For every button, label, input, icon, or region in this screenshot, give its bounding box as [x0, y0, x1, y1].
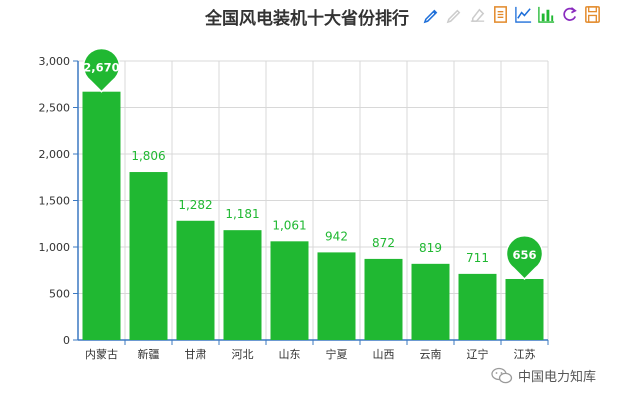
- data-label: 819: [419, 241, 442, 255]
- x-tick-label: 辽宁: [467, 347, 489, 361]
- chart-title: 全国风电装机十大省份排行: [205, 9, 409, 29]
- bar[interactable]: [82, 91, 121, 340]
- y-tick-label: 3,000: [39, 55, 71, 68]
- x-tick-label: 山西: [373, 348, 395, 361]
- bar-chart-icon[interactable]: [537, 5, 556, 24]
- x-tick-label: 山东: [279, 348, 301, 361]
- data-label: 942: [325, 229, 348, 243]
- mark-clear-icon[interactable]: [468, 5, 487, 24]
- bar[interactable]: [129, 172, 168, 340]
- y-tick-label: 2,500: [39, 102, 71, 115]
- min-marker[interactable]: [505, 234, 544, 281]
- y-tick-label: 1,000: [39, 241, 71, 254]
- x-tick-label: 甘肃: [185, 348, 207, 361]
- data-label: 711: [466, 251, 489, 265]
- watermark-text: 中国电力知库: [518, 370, 597, 385]
- data-label: 1,061: [272, 218, 306, 232]
- bar[interactable]: [317, 252, 356, 340]
- max-marker[interactable]: [82, 47, 121, 93]
- restore-icon[interactable]: [560, 5, 579, 24]
- bar[interactable]: [176, 220, 215, 340]
- data-label: 872: [372, 236, 395, 250]
- y-tick-label: 0: [63, 334, 70, 347]
- bar[interactable]: [411, 263, 450, 340]
- x-tick-label: 内蒙古: [85, 347, 118, 361]
- data-label: 1,806: [131, 149, 165, 163]
- bar[interactable]: [364, 258, 403, 340]
- y-tick-label: 500: [49, 288, 70, 301]
- watermark: 中国电力知库: [491, 366, 596, 385]
- data-view-icon[interactable]: [491, 5, 510, 24]
- x-tick-label: 河北: [232, 348, 254, 361]
- bar[interactable]: [223, 230, 262, 340]
- x-tick-label: 宁夏: [326, 347, 348, 361]
- x-tick-label: 云南: [420, 348, 442, 361]
- x-tick-label: 江苏: [514, 348, 536, 361]
- toolbox: [422, 3, 602, 25]
- data-label: 1,181: [225, 207, 259, 221]
- bar[interactable]: [458, 273, 497, 340]
- bar[interactable]: [270, 241, 309, 340]
- y-tick-label: 2,000: [39, 148, 71, 161]
- save-image-icon[interactable]: [583, 5, 602, 24]
- wechat-icon: [491, 367, 513, 383]
- mark-pen-icon[interactable]: [422, 5, 441, 24]
- y-tick-label: 1,500: [39, 195, 71, 208]
- max-marker-label: 2,670: [83, 61, 119, 75]
- bar[interactable]: [505, 278, 544, 340]
- x-tick-label: 新疆: [138, 347, 160, 361]
- mark-undo-icon[interactable]: [445, 5, 464, 24]
- min-marker-label: 656: [512, 248, 536, 262]
- line-chart-icon[interactable]: [514, 5, 533, 24]
- data-label: 1,282: [178, 198, 212, 212]
